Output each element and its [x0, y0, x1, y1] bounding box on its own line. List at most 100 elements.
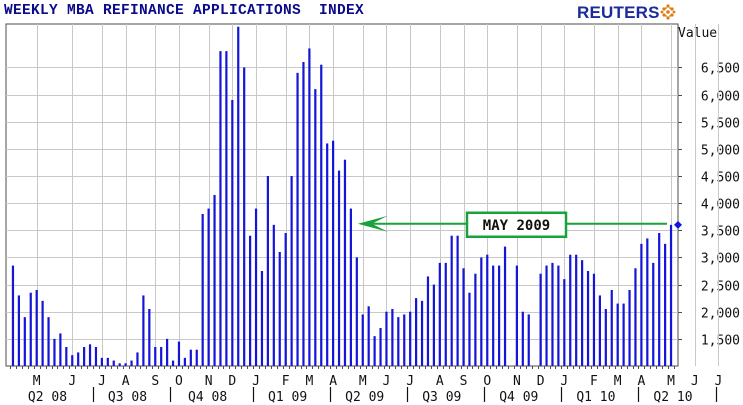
- x-quarter-label: Q1 09: [268, 390, 307, 405]
- x-quarter-label: Q4 09: [499, 390, 538, 405]
- bar: [450, 235, 453, 366]
- bar: [337, 170, 341, 366]
- bar: [367, 306, 370, 366]
- x-month-label: A: [329, 374, 337, 389]
- bar: [658, 233, 661, 366]
- bar: [669, 224, 673, 366]
- bar: [41, 300, 44, 366]
- bar: [314, 89, 317, 366]
- bar: [118, 363, 121, 366]
- brand-dot: [666, 4, 670, 8]
- bar: [444, 262, 447, 366]
- bar: [231, 100, 234, 366]
- bar: [308, 48, 311, 367]
- bar: [148, 309, 151, 366]
- bar: [219, 51, 222, 366]
- y-tick-label: 5,500: [701, 117, 740, 132]
- bar: [462, 268, 465, 366]
- bar: [320, 64, 323, 367]
- reuters-dots-icon: [660, 4, 676, 20]
- bar: [130, 360, 133, 366]
- y-tick-label: 5,000: [701, 144, 740, 159]
- bar: [604, 309, 607, 366]
- bar: [237, 26, 240, 367]
- annotation-box: [465, 211, 568, 239]
- bar: [17, 295, 20, 366]
- brand-dot: [662, 13, 666, 17]
- plot-area: [5, 23, 679, 367]
- bar: [302, 62, 305, 366]
- brand-dot: [665, 15, 667, 17]
- x-month-label: N: [205, 374, 213, 389]
- bar: [166, 338, 169, 366]
- bar: [480, 257, 483, 366]
- brand-dot: [665, 7, 667, 9]
- bar: [474, 273, 477, 366]
- x-quarter-label: Q3 09: [422, 390, 461, 405]
- x-month-label: A: [122, 374, 130, 389]
- bar: [124, 363, 127, 366]
- bar: [575, 254, 578, 366]
- x-month-label: S: [460, 374, 468, 389]
- x-month-label: O: [175, 374, 183, 389]
- bar: [486, 254, 489, 366]
- bar: [503, 246, 507, 366]
- annotation-label: MAY 2009: [483, 218, 550, 234]
- bar: [385, 311, 388, 366]
- bar: [59, 333, 62, 366]
- bar: [373, 336, 376, 366]
- bar: [183, 357, 186, 366]
- bar: [29, 292, 32, 366]
- bar: [438, 262, 441, 366]
- x-month-label: O: [483, 374, 491, 389]
- bar: [492, 265, 495, 366]
- bar: [171, 360, 175, 366]
- x-month-label: J: [560, 374, 568, 389]
- bar: [598, 295, 601, 366]
- bar: [415, 298, 418, 366]
- bar: [616, 303, 619, 366]
- bar: [551, 262, 554, 366]
- bar: [456, 235, 459, 366]
- bar: [136, 352, 139, 366]
- bar: [343, 159, 347, 366]
- bar: [326, 143, 329, 366]
- chart-title: WEEKLY MBA REFINANCE APPLICATIONS INDEX: [4, 3, 365, 19]
- bar: [349, 208, 352, 366]
- x-quarter-label: Q4 08: [188, 390, 227, 405]
- y-tick-label: 2,000: [701, 307, 740, 322]
- brand-dot: [662, 7, 666, 11]
- bar: [652, 262, 655, 366]
- x-quarter-label: Q2 09: [345, 390, 384, 405]
- bar: [420, 300, 424, 366]
- brand-dot: [670, 7, 674, 11]
- bar: [515, 265, 518, 366]
- bar: [592, 273, 596, 366]
- bar: [23, 317, 26, 366]
- x-month-label: M: [33, 374, 41, 389]
- bar: [195, 349, 198, 366]
- bar: [160, 347, 163, 366]
- x-quarter-label: Q1 10: [576, 390, 615, 405]
- bar: [71, 355, 74, 366]
- bar: [610, 290, 613, 366]
- bar: [278, 252, 281, 366]
- brand-dot: [666, 10, 670, 14]
- x-quarter-label: Q3 08: [108, 390, 147, 405]
- bar: [521, 311, 524, 366]
- bar: [498, 265, 501, 366]
- bar: [88, 344, 92, 366]
- bar: [664, 243, 667, 366]
- x-month-label: M: [305, 374, 313, 389]
- bar: [272, 224, 275, 366]
- bar: [53, 338, 56, 366]
- x-month-label: J: [406, 374, 414, 389]
- bar: [586, 271, 590, 366]
- annotation-arrowhead: [357, 215, 388, 232]
- bar: [83, 347, 86, 366]
- bar: [432, 284, 435, 366]
- x-month-label: D: [228, 374, 236, 389]
- brand-dot: [660, 10, 664, 14]
- bar: [154, 347, 157, 366]
